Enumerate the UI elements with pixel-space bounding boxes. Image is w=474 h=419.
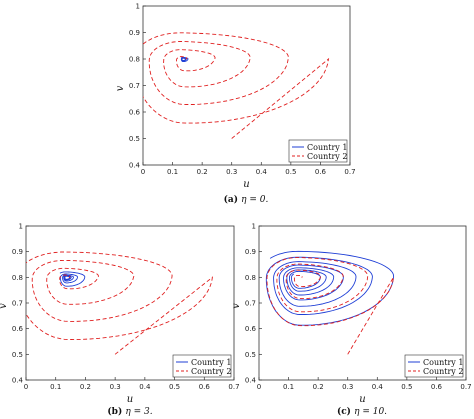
y-axis-label: v bbox=[0, 303, 9, 309]
series-line-country-2 bbox=[26, 251, 214, 355]
legend-label: Country 1 bbox=[307, 143, 347, 152]
panel-caption: (c) η = 10. bbox=[337, 406, 387, 417]
caption-tag: (c) bbox=[337, 406, 354, 417]
x-tick-label: 0.1 bbox=[167, 168, 178, 176]
series-line-country-1 bbox=[265, 250, 395, 326]
series-line-country-1 bbox=[180, 56, 189, 63]
x-tick-label: 0.5 bbox=[285, 168, 296, 176]
panel-caption: (a) η = 0. bbox=[224, 194, 269, 205]
x-tick-label: 0.6 bbox=[431, 383, 443, 391]
x-axis-label: u bbox=[127, 394, 133, 405]
x-tick-label: 0.6 bbox=[315, 168, 327, 176]
x-tick-label: 0 bbox=[141, 168, 145, 176]
panel-caption: (b) η = 3. bbox=[107, 406, 152, 417]
y-tick-label: 0.7 bbox=[245, 300, 256, 308]
x-tick-label: 0.3 bbox=[226, 168, 237, 176]
y-tick-label: 0.5 bbox=[12, 351, 23, 359]
x-axis-label: u bbox=[359, 394, 365, 405]
x-tick-label: 0.4 bbox=[372, 383, 384, 391]
x-tick-label: 0.6 bbox=[199, 383, 211, 391]
x-tick-label: 0.1 bbox=[50, 383, 61, 391]
x-tick-label: 0.3 bbox=[110, 383, 121, 391]
y-tick-label: 0.5 bbox=[129, 135, 140, 143]
x-tick-label: 0.1 bbox=[283, 383, 294, 391]
y-tick-label: 0.4 bbox=[245, 377, 257, 385]
y-tick-label: 0.4 bbox=[12, 377, 24, 385]
y-tick-label: 0.8 bbox=[129, 56, 140, 64]
legend-label: Country 2 bbox=[191, 367, 231, 376]
plot-frame bbox=[142, 5, 351, 166]
y-tick-label: 0.9 bbox=[245, 248, 256, 256]
y-tick-label: 0.8 bbox=[245, 274, 256, 282]
caption-text: η = 3. bbox=[125, 407, 152, 417]
x-tick-label: 0.3 bbox=[342, 383, 353, 391]
x-tick-label: 0.7 bbox=[228, 383, 239, 391]
legend-label: Country 1 bbox=[191, 358, 231, 367]
chart-panel-2: 0 0.1 0.2 0.3 0.4 0.5 0.6 0.7 0.4 0.5 0.6 0.7 0.8 0.9… bbox=[0, 223, 240, 418]
y-tick-label: 0.6 bbox=[129, 109, 141, 117]
chart-panel-3: 0 0.1 0.2 0.3 0.4 0.5 0.6 0.7 0.4 0.5 0.6 0.7 0.8 0.9… bbox=[231, 223, 472, 418]
y-tick-label: 0.6 bbox=[245, 325, 257, 333]
legend-label: Country 2 bbox=[423, 367, 463, 376]
y-tick-label: 0.7 bbox=[129, 82, 140, 90]
y-axis-label: v bbox=[115, 85, 126, 91]
chart-panel-1: 0 0.1 0.2 0.3 0.4 0.5 0.6 0.7 0.4 0.5 0.6 0.7 0.8 0.9… bbox=[115, 3, 356, 206]
caption-text: η = 0. bbox=[241, 195, 268, 205]
y-axis-label: v bbox=[231, 303, 242, 309]
y-tick-label: 0.8 bbox=[12, 274, 23, 282]
y-tick-label: 0.9 bbox=[12, 248, 23, 256]
x-axis-label: u bbox=[243, 179, 249, 190]
y-tick-label: 0.7 bbox=[12, 300, 23, 308]
x-tick-label: 0.5 bbox=[401, 383, 412, 391]
y-tick-label: 0.5 bbox=[245, 351, 256, 359]
x-tick-label: 0.7 bbox=[460, 383, 471, 391]
y-tick-label: 1 bbox=[136, 3, 140, 11]
y-tick-label: 0.9 bbox=[129, 29, 140, 37]
y-tick-label: 0.4 bbox=[129, 162, 141, 170]
caption-text: η = 10. bbox=[354, 407, 387, 417]
y-tick-label: 0.6 bbox=[12, 325, 24, 333]
caption-tag: (b) bbox=[107, 406, 125, 417]
x-tick-label: 0.5 bbox=[169, 383, 180, 391]
x-tick-label: 0.4 bbox=[256, 168, 268, 176]
x-tick-label: 0.4 bbox=[139, 383, 151, 391]
y-tick-label: 1 bbox=[19, 223, 23, 231]
x-tick-label: 0.2 bbox=[313, 383, 324, 391]
series-line-country-1 bbox=[59, 271, 86, 287]
x-tick-label: 0.2 bbox=[197, 168, 208, 176]
x-tick-label: 0.2 bbox=[80, 383, 91, 391]
legend-label: Country 1 bbox=[423, 358, 463, 367]
caption-tag: (a) bbox=[224, 194, 241, 205]
y-tick-label: 1 bbox=[252, 223, 256, 231]
series-line-country-2 bbox=[143, 32, 330, 139]
x-tick-label: 0 bbox=[257, 383, 261, 391]
legend-label: Country 2 bbox=[307, 152, 347, 161]
x-tick-label: 0.7 bbox=[344, 168, 355, 176]
x-tick-label: 0 bbox=[24, 383, 28, 391]
series-line-country-2 bbox=[266, 257, 394, 355]
